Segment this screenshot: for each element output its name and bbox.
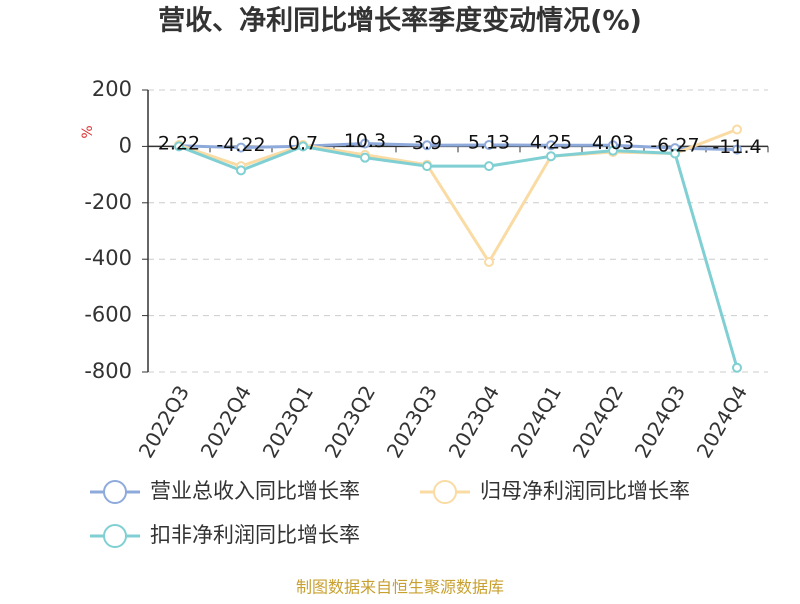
data-point — [670, 148, 680, 159]
data-point — [546, 151, 556, 162]
legend-label: 归母净利润同比增长率 — [480, 479, 690, 503]
data-point — [360, 138, 370, 149]
data-label: 4.03 — [592, 132, 634, 154]
y-tick-label: -400 — [84, 246, 132, 270]
data-point — [236, 142, 246, 153]
data-point — [484, 139, 494, 150]
data-point — [484, 257, 494, 268]
series-line — [178, 144, 739, 369]
data-point — [732, 362, 742, 373]
data-point — [732, 144, 742, 155]
data-point — [546, 140, 556, 151]
y-tick-label: -200 — [84, 190, 132, 214]
data-label: -11.4 — [712, 136, 761, 158]
x-tick-label: 2023Q2 — [320, 381, 380, 462]
data-point — [360, 152, 370, 163]
legend-marker — [103, 480, 127, 504]
legend-label: 扣非净利润同比增长率 — [150, 523, 360, 547]
legend-marker — [103, 524, 127, 548]
data-label: -6.27 — [650, 135, 699, 157]
data-label: 3.9 — [412, 132, 442, 154]
x-tick-label: 2023Q3 — [382, 381, 442, 462]
x-tick-label: 2022Q4 — [196, 381, 256, 462]
y-tick-label: 200 — [92, 77, 132, 101]
data-label: -4.22 — [216, 134, 265, 156]
data-label: 0.7 — [288, 133, 318, 155]
source-note: 制图数据来自恒生聚源数据库 — [296, 578, 504, 597]
data-label: 4.25 — [530, 132, 572, 154]
chart-title: 营收、净利同比增长率季度变动情况(%) — [158, 5, 642, 37]
x-tick-label: 2023Q1 — [258, 381, 318, 462]
data-label: 2.22 — [158, 132, 200, 154]
data-point — [236, 165, 246, 176]
legend-label: 营业总收入同比增长率 — [150, 479, 360, 503]
y-tick-label: -800 — [84, 359, 132, 383]
x-tick-label: 2023Q4 — [444, 381, 504, 462]
y-tick-label: -600 — [84, 303, 132, 327]
x-tick-label: 2024Q4 — [692, 381, 752, 462]
data-label: 10.3 — [344, 130, 386, 152]
data-point — [732, 124, 742, 135]
data-point — [484, 161, 494, 172]
data-point — [608, 145, 618, 156]
x-tick-label: 2024Q2 — [568, 381, 628, 462]
x-tick-label: 2022Q3 — [134, 381, 194, 462]
x-tick-label: 2024Q1 — [506, 381, 566, 462]
y-tick-label: 0 — [119, 133, 132, 157]
data-point — [422, 161, 432, 172]
data-point — [422, 140, 432, 151]
series-line — [178, 141, 738, 152]
y-axis-label: % — [80, 125, 96, 138]
legend-marker — [433, 480, 457, 504]
x-tick-label: 2024Q3 — [630, 381, 690, 462]
data-label: 5.13 — [468, 131, 510, 153]
data-point — [174, 141, 184, 152]
data-point — [298, 141, 308, 152]
